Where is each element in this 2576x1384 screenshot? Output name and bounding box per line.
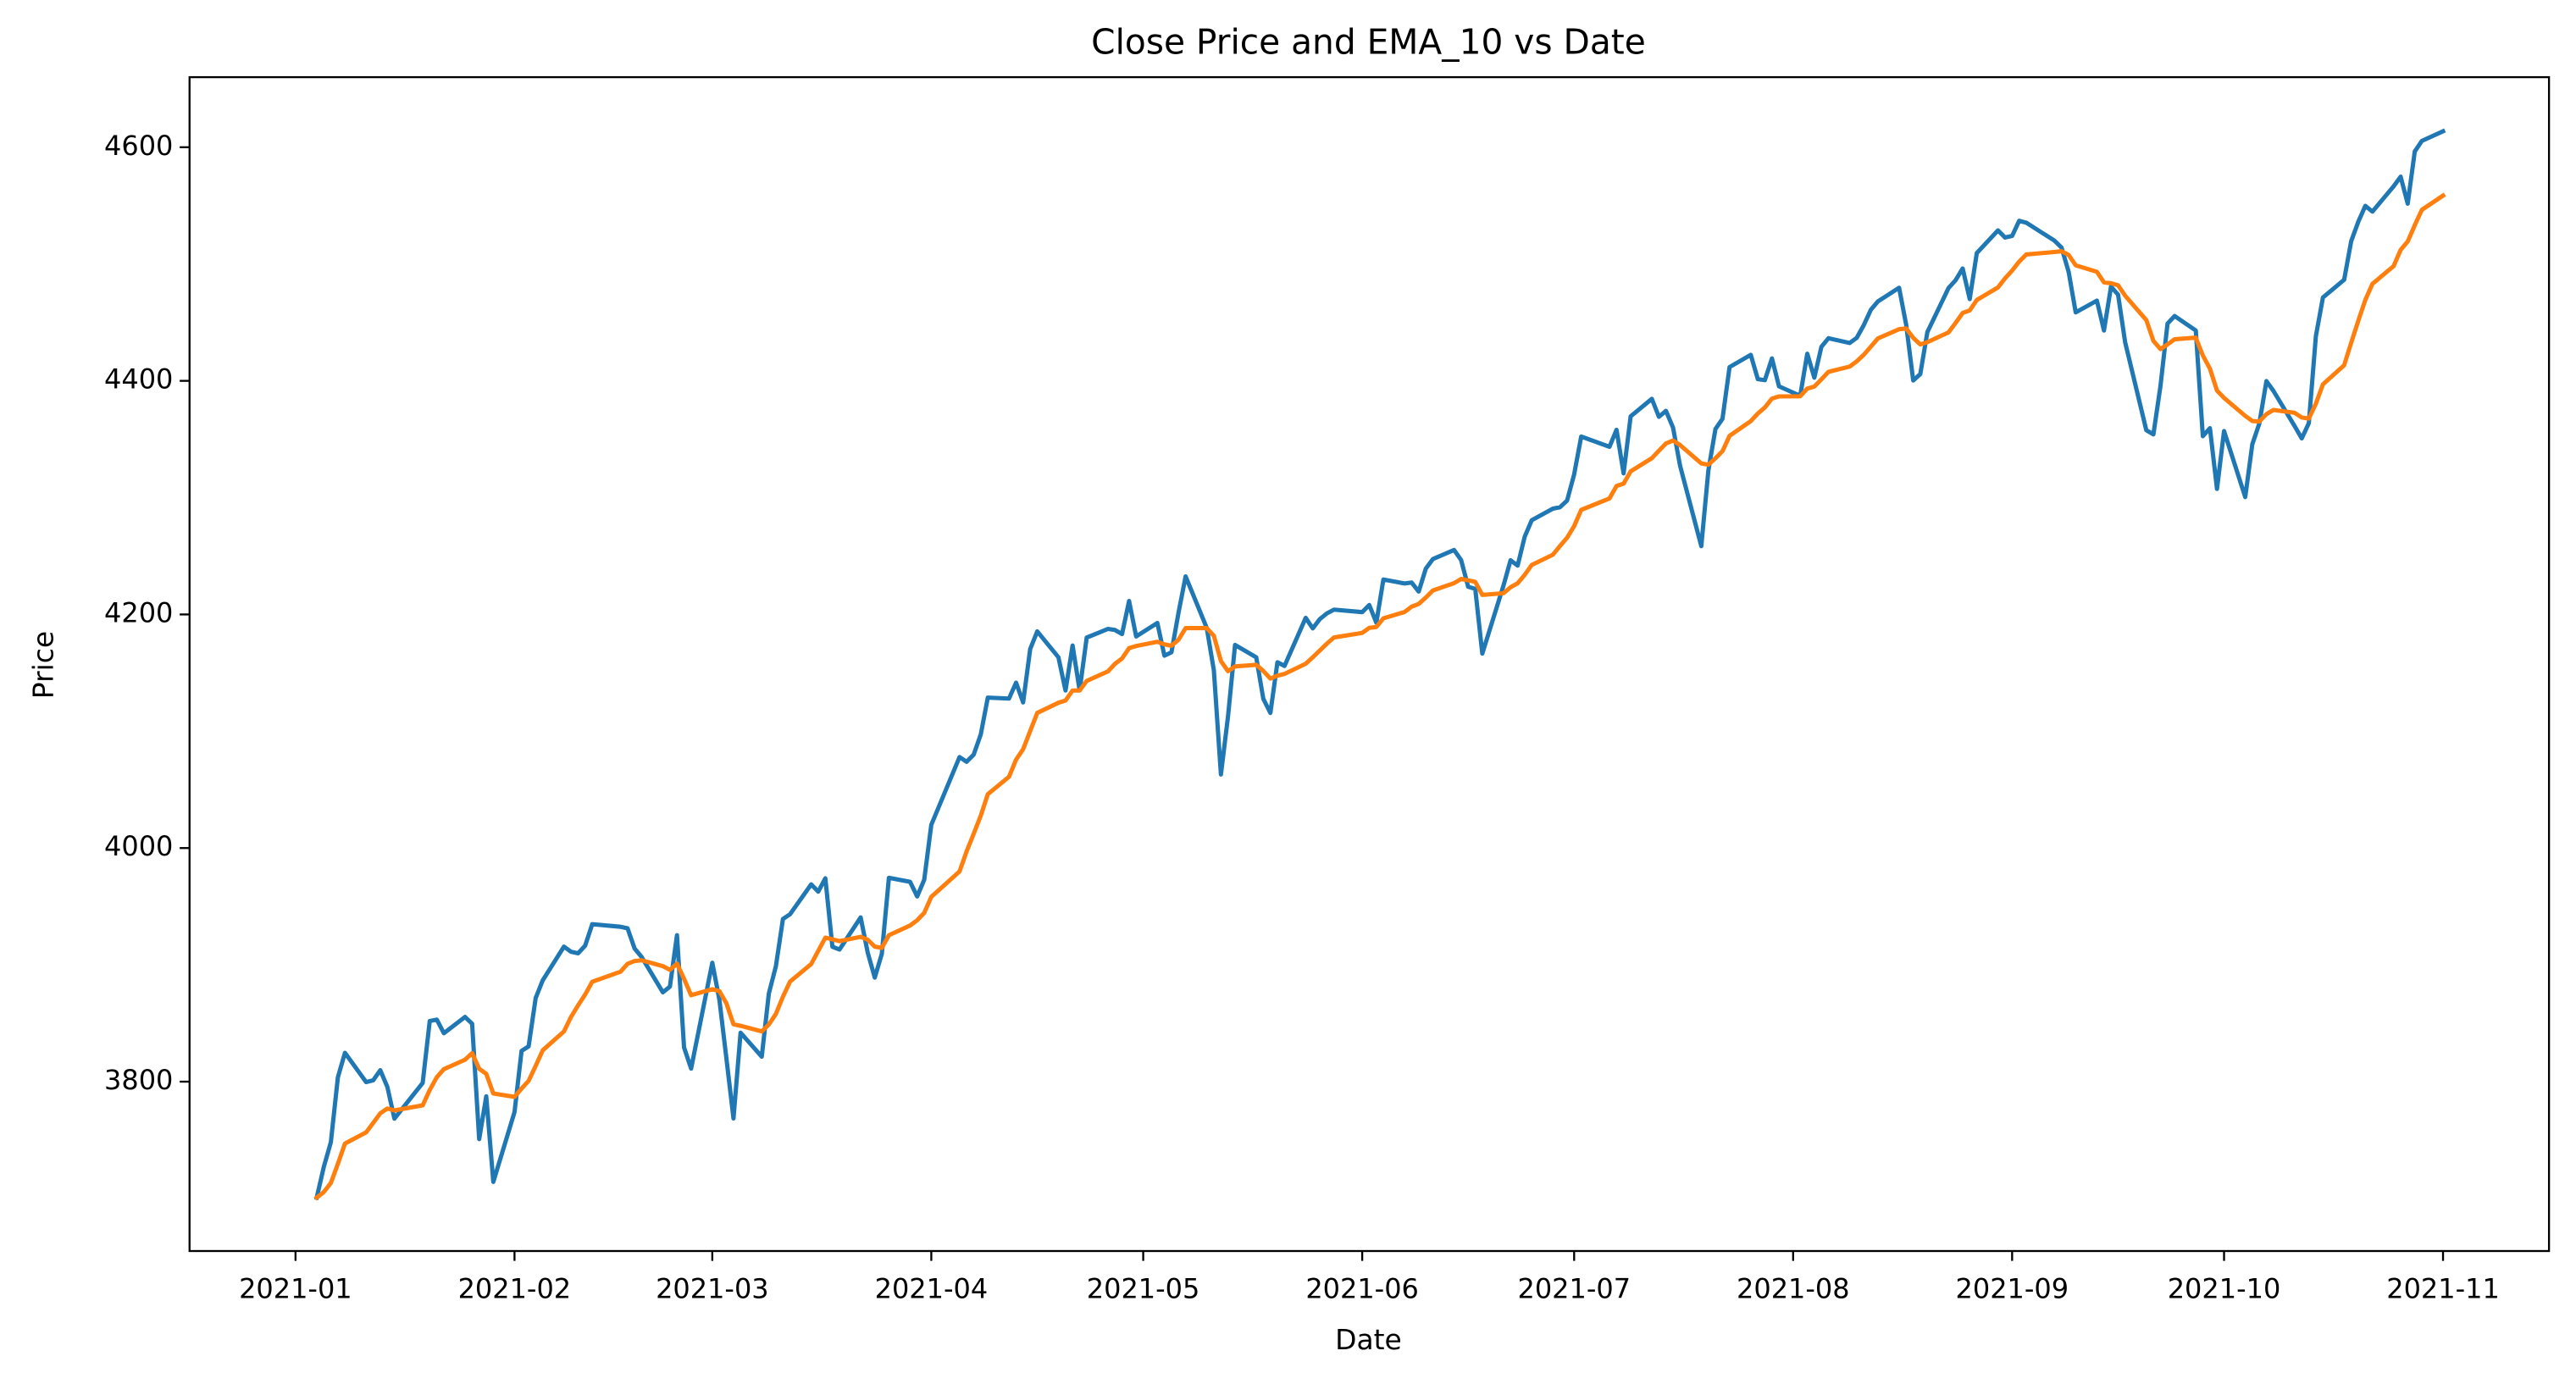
x-tick-label: 2021-07 xyxy=(1518,1273,1631,1305)
line-series xyxy=(313,192,2446,1201)
x-tick-label: 2021-01 xyxy=(239,1273,352,1305)
y-tick-label: 4200 xyxy=(104,596,173,628)
x-tick-label: 2021-06 xyxy=(1305,1273,1419,1305)
y-tick-label: 4600 xyxy=(104,130,173,162)
x-tick-label: 2021-03 xyxy=(656,1273,769,1305)
x-tick-label: 2021-09 xyxy=(1956,1273,2069,1305)
x-tick-label: 2021-08 xyxy=(1737,1273,1850,1305)
axes-frame xyxy=(188,75,2551,1253)
x-tick-label: 2021-11 xyxy=(2386,1273,2500,1305)
y-tick-label: 4000 xyxy=(104,830,173,862)
x-tick-label: 2021-02 xyxy=(458,1273,572,1305)
line-series xyxy=(313,128,2446,1201)
plot-area xyxy=(313,128,2446,1201)
x-tick-label: 2021-05 xyxy=(1087,1273,1200,1305)
y-tick-label: 3800 xyxy=(104,1064,173,1096)
x-tick-label: 2021-10 xyxy=(2168,1273,2281,1305)
y-axis-label: Price xyxy=(27,631,60,699)
chart-title: Close Price and EMA_10 vs Date xyxy=(1091,21,1646,62)
x-axis-label: Date xyxy=(1335,1323,1402,1356)
x-tick-label: 2021-04 xyxy=(875,1273,989,1305)
y-tick-label: 4400 xyxy=(104,363,173,396)
